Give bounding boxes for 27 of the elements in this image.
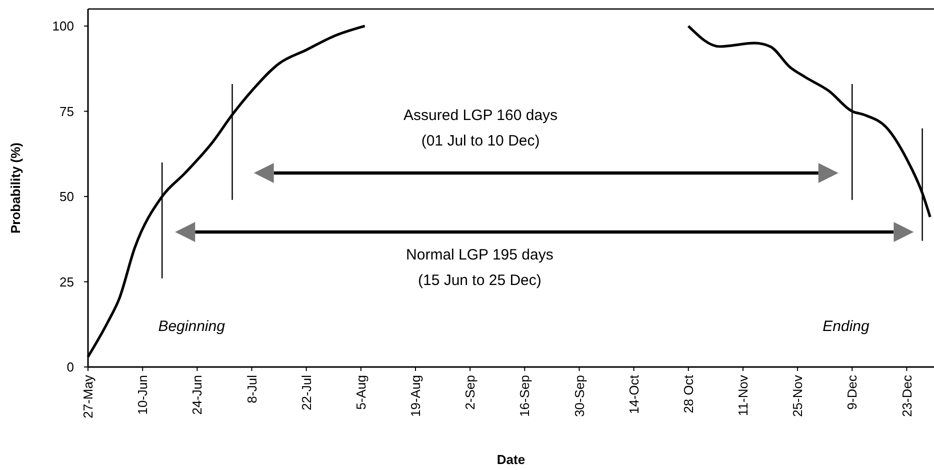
y-tick-label: 100 — [52, 18, 74, 34]
y-tick-label: 25 — [60, 274, 74, 290]
x-tick-label: 24-Jun — [190, 375, 205, 415]
x-tick-label: 16-Sep — [517, 375, 532, 417]
x-tick-label: 9-Dec — [844, 374, 860, 410]
x-tick-label: 5-Aug — [353, 375, 368, 410]
x-tick-label: 14-Oct — [626, 374, 642, 414]
x-tick-label: 22-Jul — [298, 374, 314, 410]
x-tick-label: 11-Nov — [736, 374, 751, 416]
annotation: Normal LGP 195 days (15 Jun to 25 Dec) — [406, 246, 554, 290]
x-tick-label: 23-Dec — [899, 374, 914, 417]
annotation: Ending — [822, 318, 870, 336]
y-axis-title: Probability (%) — [8, 142, 23, 234]
x-tick-label: 28 Oct — [680, 374, 696, 414]
x-tick-label: 19-Aug — [408, 375, 424, 417]
annotation: Beginning — [158, 318, 226, 336]
y-tick-label: 75 — [60, 104, 74, 119]
x-tick-label: 8-Jul — [244, 374, 260, 404]
annotation: Assured LGP 160 days (01 Jul to 10 Dec) — [404, 106, 558, 150]
x-axis-title: Date — [496, 452, 526, 467]
y-tick-label: 50 — [60, 189, 74, 204]
x-tick-label: 25-Nov — [790, 374, 806, 417]
y-tick-label: 0 — [66, 360, 74, 375]
x-tick-label: 30-Sep — [572, 375, 587, 417]
x-tick-label: 10-Jun — [135, 375, 150, 415]
x-tick-label: 27-May — [80, 374, 96, 418]
x-tick-label: 2-Sep — [462, 375, 478, 410]
